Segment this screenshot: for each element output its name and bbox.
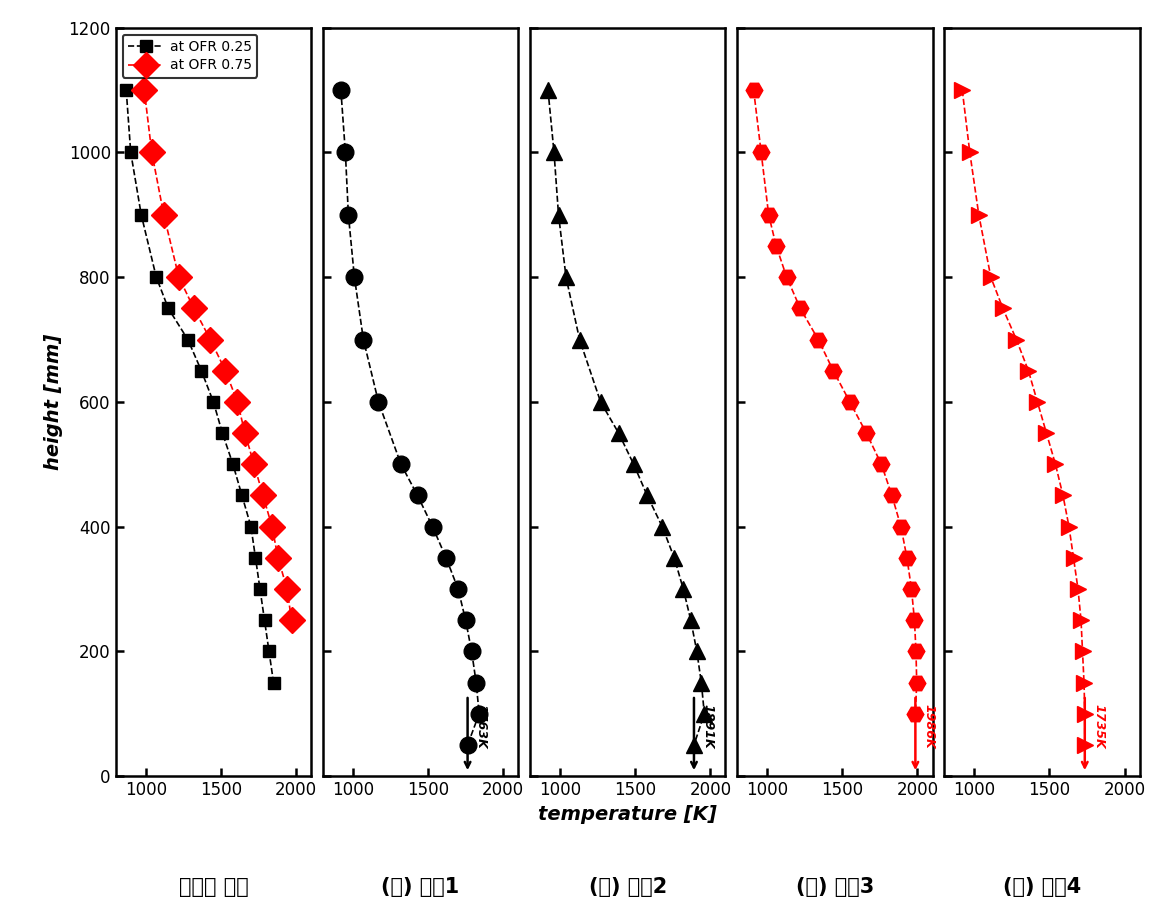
at OFR 0.75: [204, 334, 218, 345]
at OFR 0.25: [258, 614, 272, 626]
X-axis label: temperature [K]: temperature [K]: [538, 805, 717, 823]
at OFR 0.75: [219, 365, 233, 376]
at OFR 0.25: [180, 334, 194, 345]
at OFR 0.25: [119, 84, 133, 95]
at OFR 0.25: [215, 428, 229, 439]
Text: 1986K: 1986K: [923, 704, 936, 748]
Text: 순산소 연소: 순산소 연소: [178, 877, 249, 897]
at OFR 0.25: [149, 272, 163, 283]
at OFR 0.25: [134, 209, 148, 220]
at OFR 0.25: [235, 490, 249, 501]
at OFR 0.75: [256, 490, 270, 501]
Line: at OFR 0.25: at OFR 0.25: [120, 84, 280, 689]
at OFR 0.25: [244, 521, 258, 532]
Legend: at OFR 0.25, at OFR 0.75: at OFR 0.25, at OFR 0.75: [123, 35, 257, 78]
at OFR 0.25: [266, 677, 280, 688]
at OFR 0.75: [138, 84, 152, 95]
at OFR 0.75: [248, 458, 261, 469]
Y-axis label: height [mm]: height [mm]: [44, 334, 62, 470]
at OFR 0.75: [187, 303, 201, 314]
at OFR 0.75: [230, 396, 244, 407]
at OFR 0.75: [145, 147, 159, 158]
Text: (다) 경우3: (다) 경우3: [796, 877, 874, 897]
at OFR 0.25: [161, 303, 175, 314]
at OFR 0.75: [280, 584, 294, 595]
at OFR 0.25: [124, 147, 138, 158]
Text: 1763K: 1763K: [474, 704, 487, 748]
at OFR 0.75: [157, 209, 171, 220]
at OFR 0.25: [206, 396, 220, 407]
at OFR 0.25: [263, 646, 277, 657]
Text: 1735K: 1735K: [1092, 704, 1105, 748]
Line: at OFR 0.75: at OFR 0.75: [135, 81, 301, 629]
at OFR 0.25: [194, 365, 208, 376]
at OFR 0.75: [238, 428, 252, 439]
Text: 1891K: 1891K: [701, 704, 714, 748]
at OFR 0.75: [172, 272, 186, 283]
Text: (가) 경우1: (가) 경우1: [382, 877, 459, 897]
at OFR 0.25: [253, 584, 267, 595]
at OFR 0.75: [285, 614, 299, 626]
Text: (라) 경우4: (라) 경우4: [1003, 877, 1081, 897]
at OFR 0.75: [271, 553, 285, 564]
Text: (나) 경우2: (나) 경우2: [589, 877, 666, 897]
at OFR 0.25: [226, 458, 239, 469]
at OFR 0.25: [249, 553, 263, 564]
at OFR 0.75: [265, 521, 279, 532]
